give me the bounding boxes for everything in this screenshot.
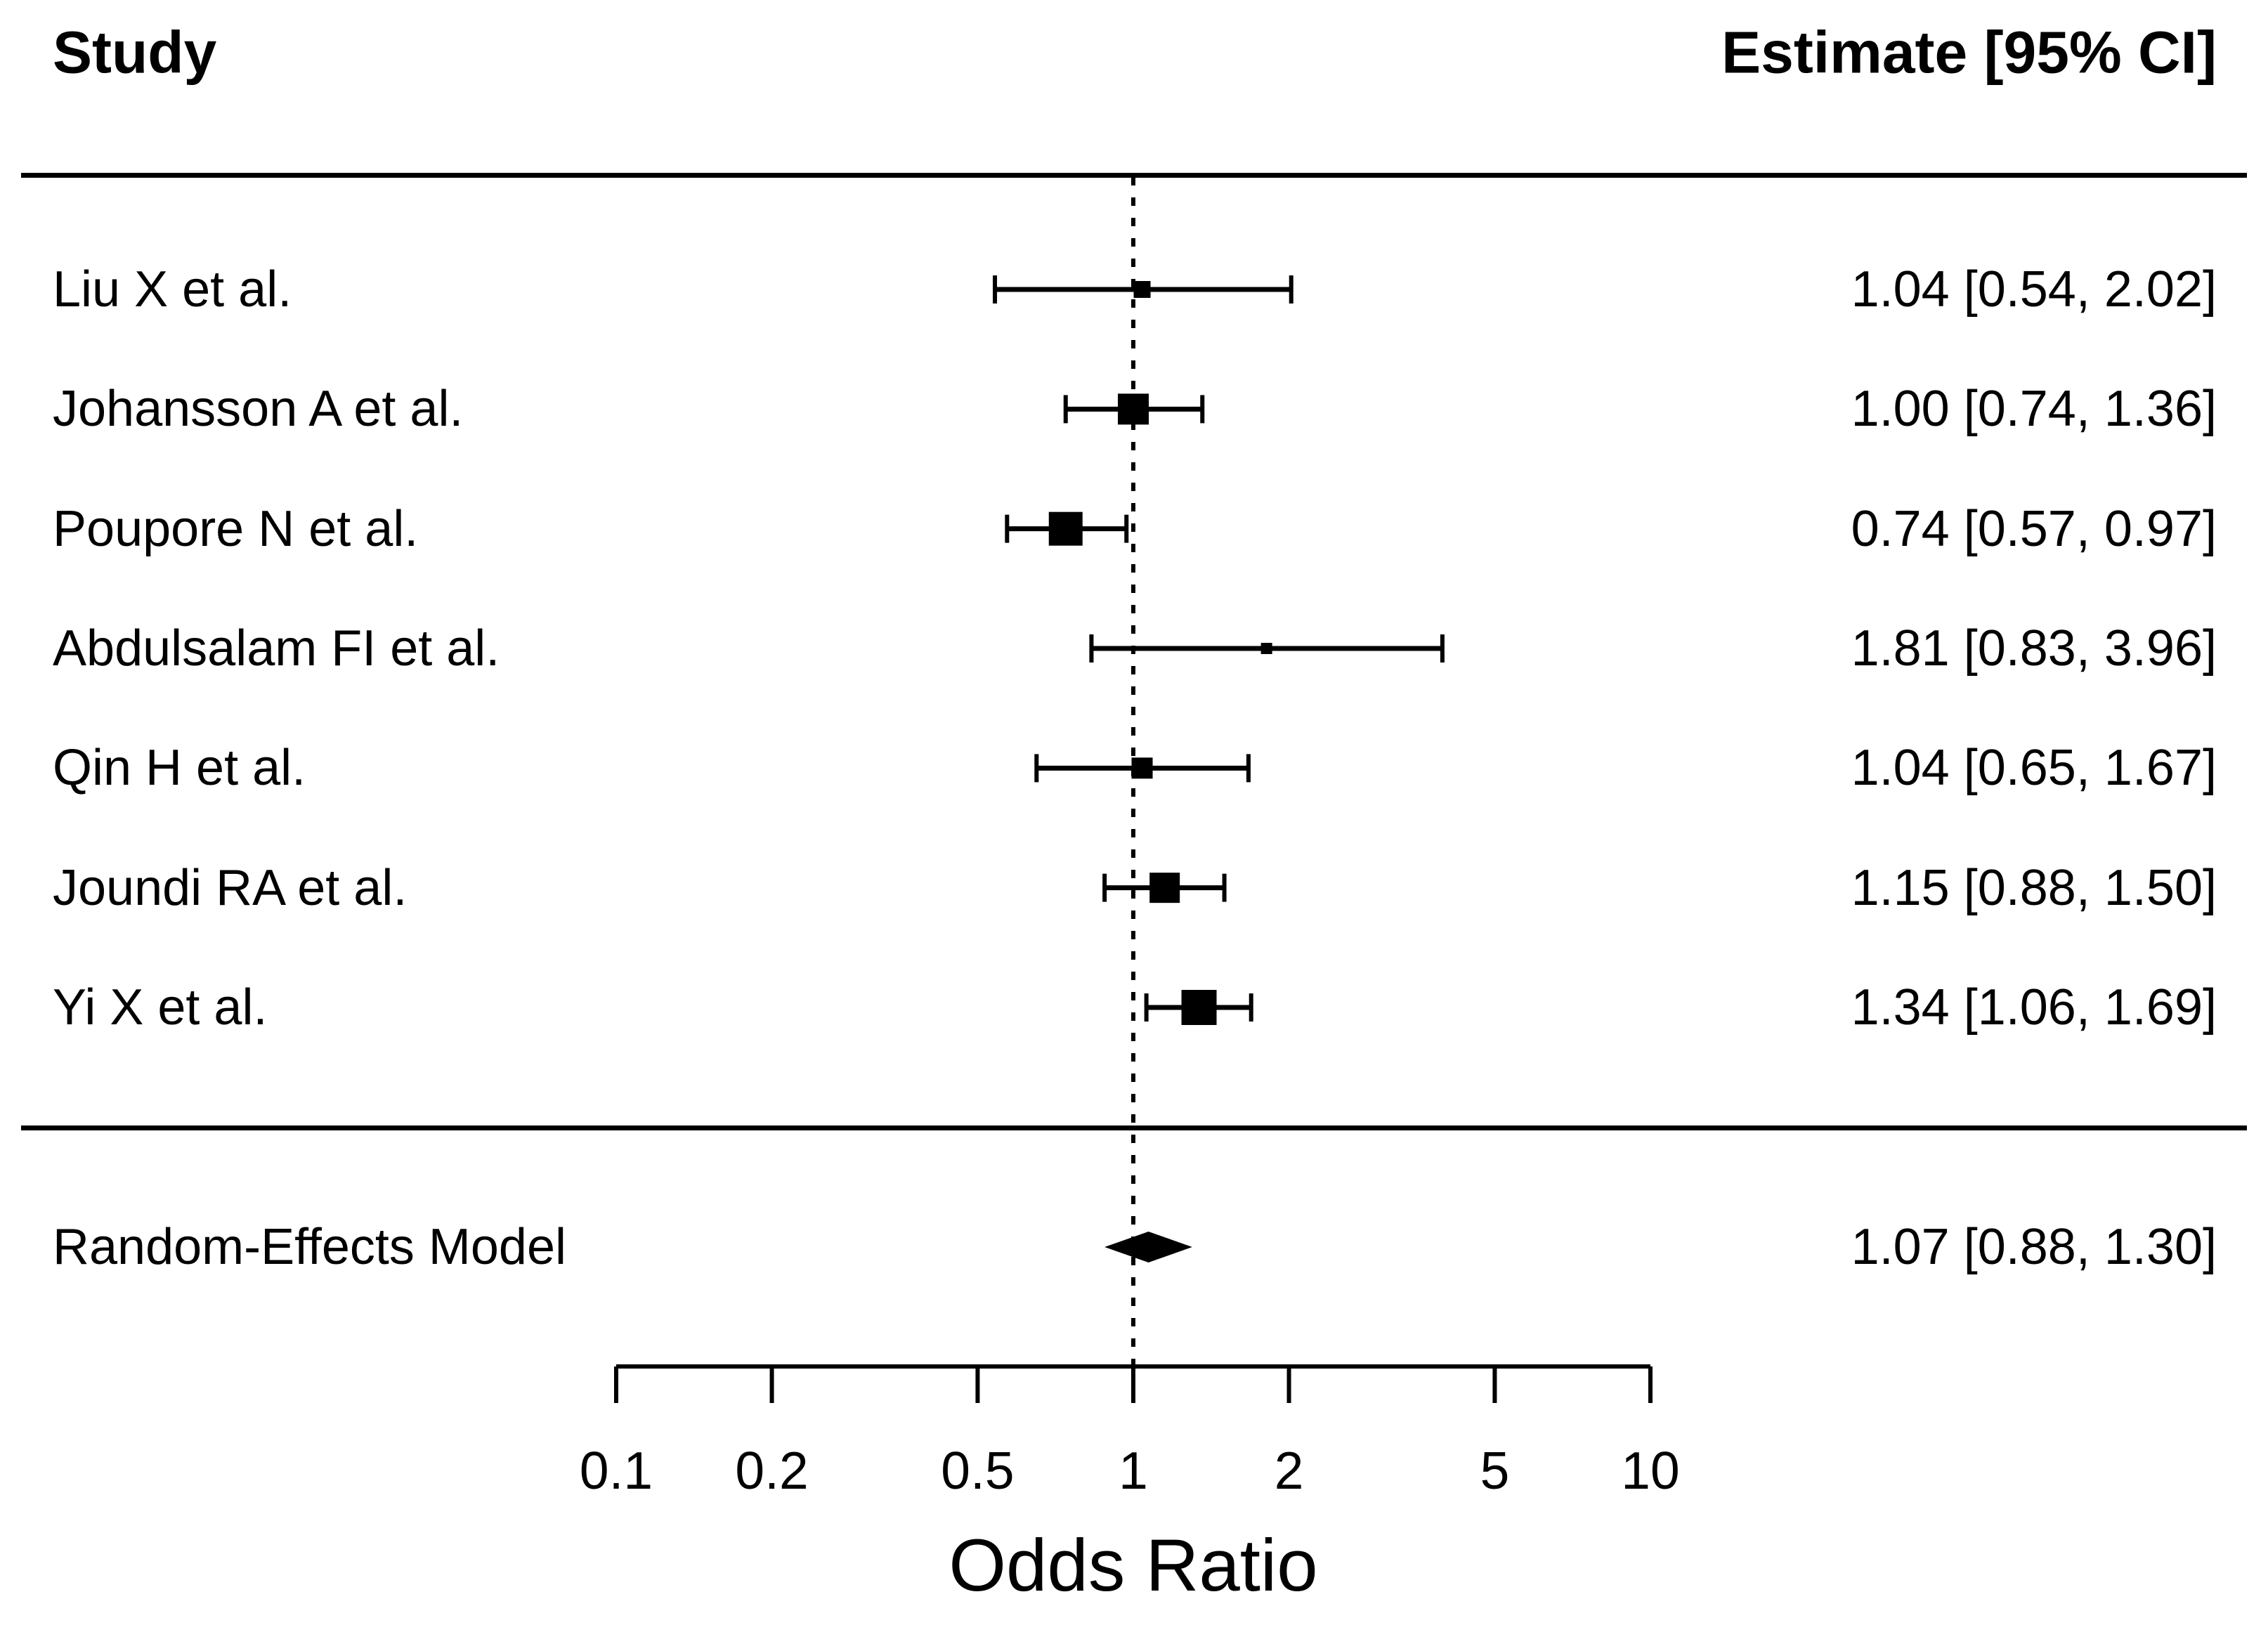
estimate-column-header: Estimate [95% CI] <box>1721 19 2217 86</box>
point-estimate-marker <box>1048 511 1083 546</box>
study-label: Johansson A et al. <box>53 381 464 438</box>
point-estimate-marker <box>1260 642 1272 654</box>
estimate-value: 0.74 [0.57, 0.97] <box>1851 500 2217 557</box>
estimate-value: 1.00 [0.74, 1.36] <box>1851 381 2217 438</box>
point-estimate-marker <box>1118 393 1149 425</box>
study-label: Yi X et al. <box>53 979 268 1036</box>
estimate-value: 1.04 [0.54, 2.02] <box>1851 261 2217 318</box>
x-axis-title: Odds Ratio <box>949 1525 1318 1607</box>
x-axis-tick-label: 10 <box>1621 1441 1680 1500</box>
study-label: Abdulsalam FI et al. <box>53 620 500 677</box>
x-axis-tick-label: 0.2 <box>735 1441 809 1500</box>
study-label: Poupore N et al. <box>53 500 419 557</box>
estimate-value: 1.04 [0.65, 1.67] <box>1851 740 2217 797</box>
summary-estimate-value: 1.07 [0.88, 1.30] <box>1851 1219 2217 1275</box>
point-estimate-marker <box>1149 873 1180 903</box>
x-axis-tick-label: 0.5 <box>941 1441 1015 1500</box>
point-estimate-marker <box>1133 281 1151 298</box>
summary-label: Random-Effects Model <box>53 1219 567 1275</box>
x-axis-tick-label: 5 <box>1480 1441 1510 1500</box>
x-axis-tick-label: 2 <box>1274 1441 1304 1500</box>
x-axis-tick-label: 0.1 <box>579 1441 653 1500</box>
estimate-value: 1.15 [0.88, 1.50] <box>1851 859 2217 916</box>
summary-diamond <box>1104 1232 1192 1262</box>
estimate-value: 1.34 [1.06, 1.69] <box>1851 979 2217 1036</box>
header-rule <box>21 173 2247 178</box>
summary-separator-rule <box>21 1125 2247 1130</box>
estimate-value: 1.81 [0.83, 3.96] <box>1851 620 2217 677</box>
study-label: Liu X et al. <box>53 261 292 318</box>
point-estimate-marker <box>1181 989 1217 1025</box>
study-label: Qin H et al. <box>53 740 306 797</box>
point-estimate-marker <box>1131 757 1153 779</box>
x-axis-tick-label: 1 <box>1119 1441 1148 1500</box>
study-column-header: Study <box>53 19 217 86</box>
study-label: Joundi RA et al. <box>53 859 408 916</box>
